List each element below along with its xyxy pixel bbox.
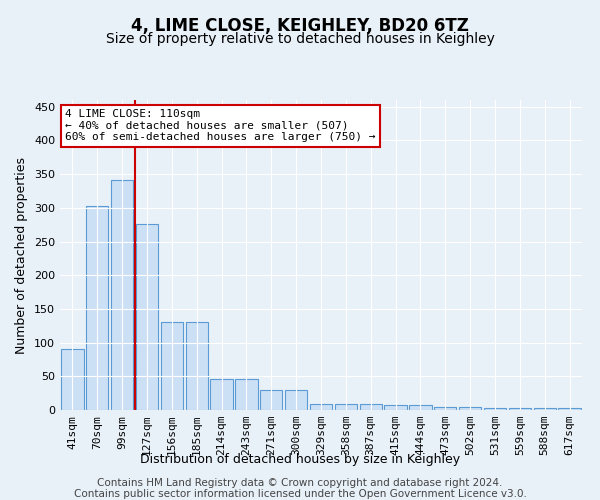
- Bar: [484, 408, 506, 410]
- Bar: [359, 404, 382, 410]
- Bar: [111, 180, 133, 410]
- Bar: [533, 408, 556, 410]
- Bar: [509, 408, 531, 410]
- Bar: [235, 379, 257, 410]
- Text: Contains HM Land Registry data © Crown copyright and database right 2024.
Contai: Contains HM Land Registry data © Crown c…: [74, 478, 526, 499]
- Bar: [260, 390, 283, 410]
- Bar: [409, 406, 431, 410]
- Bar: [161, 322, 183, 410]
- Bar: [86, 206, 109, 410]
- Bar: [136, 224, 158, 410]
- Bar: [459, 406, 481, 410]
- Text: Size of property relative to detached houses in Keighley: Size of property relative to detached ho…: [106, 32, 494, 46]
- Text: 4 LIME CLOSE: 110sqm
← 40% of detached houses are smaller (507)
60% of semi-deta: 4 LIME CLOSE: 110sqm ← 40% of detached h…: [65, 110, 376, 142]
- Bar: [310, 404, 332, 410]
- Text: Distribution of detached houses by size in Keighley: Distribution of detached houses by size …: [140, 452, 460, 466]
- Bar: [335, 404, 357, 410]
- Y-axis label: Number of detached properties: Number of detached properties: [16, 156, 28, 354]
- Bar: [385, 406, 407, 410]
- Bar: [285, 390, 307, 410]
- Bar: [559, 408, 581, 410]
- Text: 4, LIME CLOSE, KEIGHLEY, BD20 6TZ: 4, LIME CLOSE, KEIGHLEY, BD20 6TZ: [131, 18, 469, 36]
- Bar: [434, 406, 457, 410]
- Bar: [185, 322, 208, 410]
- Bar: [211, 379, 233, 410]
- Bar: [61, 348, 83, 410]
